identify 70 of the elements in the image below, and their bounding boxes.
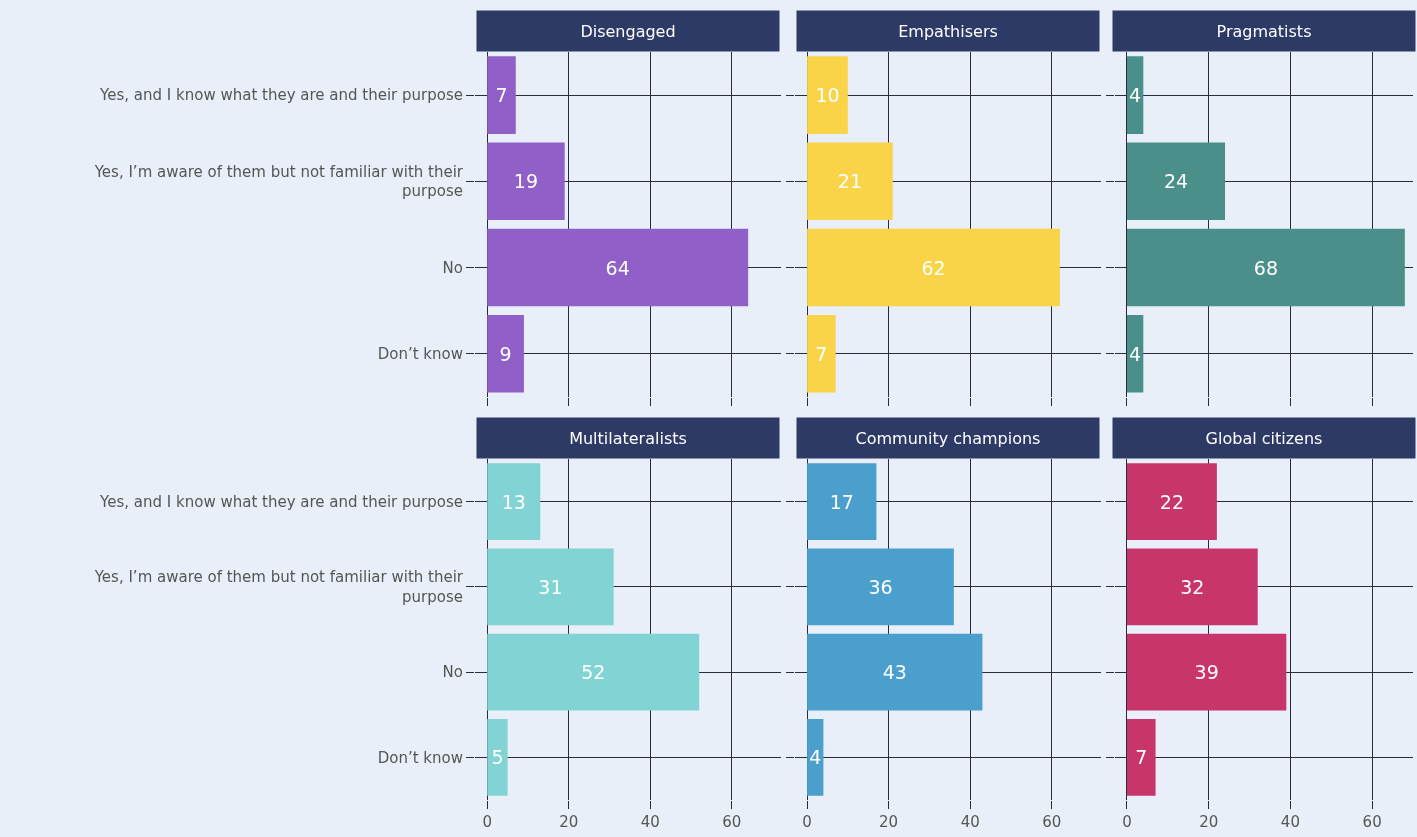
x-tick-label: 0 (802, 813, 812, 831)
bar (487, 142, 565, 221)
bar (807, 314, 836, 393)
x-tick-label: 40 (640, 813, 660, 831)
x-tick-label: 0 (1122, 813, 1132, 831)
y-tick-label: Yes, and I know what they are and their purpose (99, 86, 463, 105)
data-label: 36 (868, 575, 893, 598)
data-label: 52 (581, 661, 606, 684)
data-label: 31 (538, 575, 563, 598)
data-label: 4 (809, 746, 822, 769)
y-tick-label: No (442, 258, 463, 277)
chart-title: Pragmatists (1216, 21, 1312, 41)
bar (807, 56, 848, 134)
bar (1126, 718, 1156, 796)
x-tick-label: 40 (1280, 813, 1300, 831)
data-label: 13 (501, 490, 526, 513)
bar (487, 56, 516, 134)
y-tick-label: Don’t know (377, 748, 463, 767)
bar (807, 142, 893, 221)
x-tick-label: 20 (1199, 813, 1219, 831)
x-tick-label: 20 (559, 813, 579, 831)
data-label: 7 (1135, 746, 1148, 769)
bar (1126, 463, 1217, 540)
bar (807, 228, 1060, 307)
bar (487, 463, 541, 540)
y-tick-label: Yes, and I know what they are and their purpose (99, 492, 463, 511)
y-tick-label: Yes, I’m aware of them but not familiar with their purpose (93, 568, 464, 606)
bar (1126, 548, 1258, 626)
data-label: 4 (1129, 84, 1142, 107)
bar (487, 314, 524, 393)
bar (807, 463, 877, 540)
x-tick-label: 0 (482, 813, 492, 831)
bar (487, 548, 614, 626)
bar (807, 633, 983, 711)
chart-title: Multilateralists (569, 428, 687, 448)
bar (807, 548, 954, 626)
y-tick-label: Don’t know (377, 344, 463, 363)
data-label: 68 (1253, 256, 1278, 279)
x-tick-label: 60 (1042, 813, 1062, 831)
data-label: 7 (815, 342, 828, 365)
data-label: 10 (815, 84, 840, 107)
chart-title: Community champions (855, 428, 1041, 448)
data-label: 43 (882, 661, 907, 684)
bar (487, 718, 508, 796)
y-tick-label: Yes, I’m aware of them but not familiar with their purpose (93, 162, 464, 201)
data-label: 39 (1194, 661, 1219, 684)
bar (487, 633, 700, 711)
data-label: 9 (499, 342, 512, 365)
data-label: 21 (837, 170, 862, 193)
data-label: 32 (1180, 575, 1205, 598)
data-label: 22 (1159, 490, 1185, 513)
data-label: 24 (1163, 170, 1189, 193)
bar (487, 228, 749, 307)
x-tick-label: 40 (960, 813, 980, 831)
y-tick-label: No (442, 663, 463, 682)
data-label: 17 (829, 490, 854, 513)
x-tick-label: 60 (722, 813, 742, 831)
data-label: 7 (495, 84, 508, 107)
data-label: 64 (605, 256, 630, 279)
bar (1126, 633, 1287, 711)
chart-title: Global citizens (1205, 428, 1323, 448)
data-label: 19 (513, 170, 539, 193)
x-tick-label: 60 (1362, 813, 1382, 831)
chart-title: Empathisers (898, 21, 998, 41)
data-label: 5 (491, 746, 504, 769)
bar (807, 718, 824, 796)
chart-title: Disengaged (580, 21, 676, 41)
data-label: 62 (921, 256, 946, 279)
x-tick-label: 20 (879, 813, 899, 831)
data-label: 4 (1129, 342, 1142, 365)
